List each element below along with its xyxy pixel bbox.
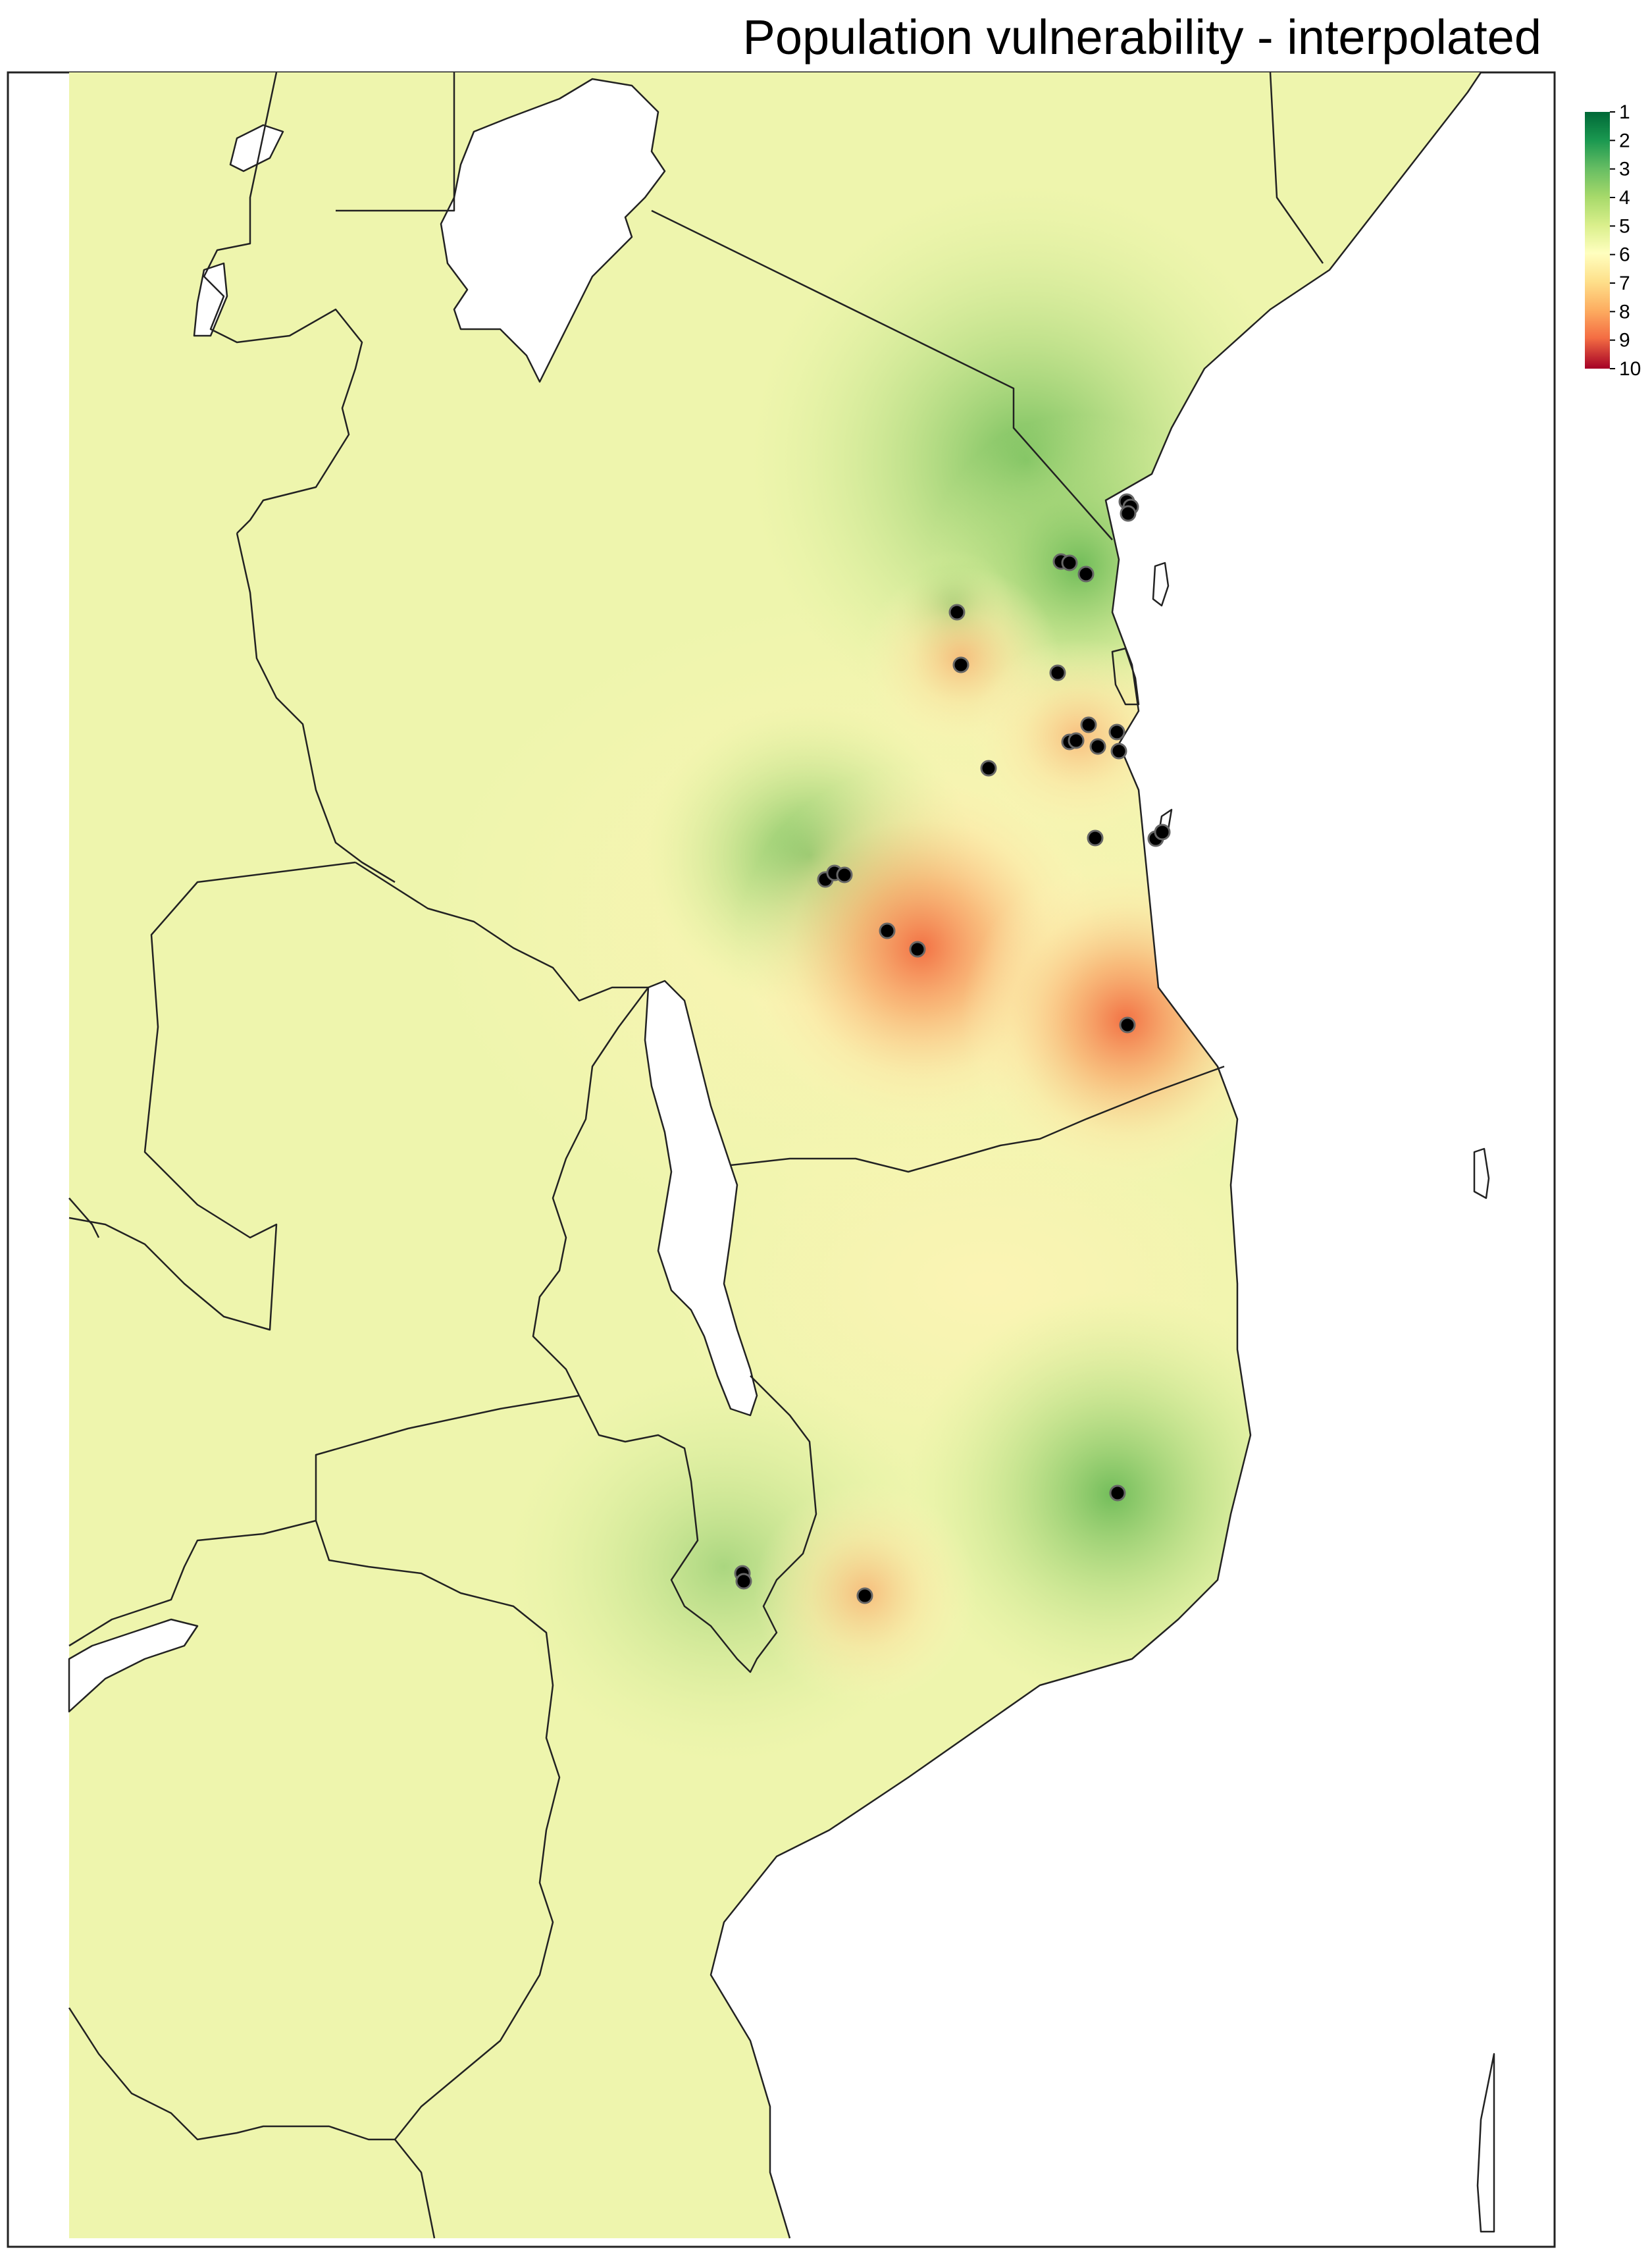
site-point <box>1110 743 1127 760</box>
site-point <box>856 1587 873 1604</box>
border-zambia-malawi <box>532 987 649 1396</box>
lake-victoria <box>440 78 666 383</box>
country-borders <box>68 72 1324 2239</box>
legend-tick-label: 8 <box>1619 301 1630 323</box>
legend-tick-label: 3 <box>1619 159 1630 180</box>
border-drc-north <box>68 1197 100 1238</box>
border-kenya-somalia <box>1269 72 1324 264</box>
site-point <box>735 1573 752 1590</box>
site-point <box>1077 565 1095 583</box>
site-point <box>952 656 969 673</box>
border-zambia-drc <box>68 861 356 1331</box>
legend-ticks: 1 2 3 4 5 6 7 8 9 10 <box>1610 101 1641 380</box>
border-drc-tanzania <box>236 533 396 883</box>
border-zambia-zimbabwe-mozambique <box>315 1394 580 2239</box>
map-title: Population vulnerability - interpolated <box>742 10 1541 65</box>
border-south-west <box>68 2007 395 2141</box>
lake-tanganyika <box>68 1618 199 1713</box>
border-zambia-angola <box>68 1519 317 1647</box>
legend-tick-label: 9 <box>1619 330 1630 352</box>
site-point <box>1119 1016 1136 1034</box>
site-point <box>1089 738 1106 755</box>
border-malawi-mozambique <box>578 1375 817 1673</box>
site-point <box>1049 664 1066 681</box>
site-point <box>1109 1484 1126 1502</box>
legend-colorbar <box>1585 112 1610 369</box>
site-point <box>1087 829 1104 847</box>
site-point <box>879 922 896 939</box>
border-tanzania-mozambique <box>730 1065 1225 1173</box>
legend: 1 2 3 4 5 6 7 8 9 10 <box>1585 101 1641 380</box>
site-point <box>1061 554 1078 571</box>
border-uganda-rwanda-burundi <box>203 72 363 534</box>
island-zanzibar <box>1111 647 1140 706</box>
site-point <box>1108 723 1125 741</box>
border-uganda-kenya <box>336 72 455 212</box>
legend-tick-label: 7 <box>1619 273 1630 294</box>
legend-tick-label: 10 <box>1619 358 1641 380</box>
sample-sites <box>734 493 1171 1604</box>
site-point <box>1120 505 1137 522</box>
site-point <box>980 760 997 777</box>
site-point <box>909 941 926 958</box>
legend-tick-label: 5 <box>1619 215 1630 237</box>
site-point <box>1080 716 1097 733</box>
legend-tick-label: 2 <box>1619 130 1630 151</box>
island-madagascar-tip <box>1476 2053 1495 2233</box>
site-point <box>836 866 853 883</box>
legend-tick-label: 1 <box>1619 101 1630 123</box>
legend-tick-label: 6 <box>1619 244 1630 266</box>
legend-tick-label: 4 <box>1619 187 1630 209</box>
lake-kivu <box>193 262 228 337</box>
lake-malawi <box>644 980 758 1417</box>
site-point <box>1068 732 1085 749</box>
border-tanzania-zambia <box>355 861 648 1002</box>
island-comoros <box>1473 1147 1490 1199</box>
island-pemba <box>1152 562 1170 607</box>
border-kenya-tanzania <box>651 209 1113 540</box>
coastline <box>710 72 1482 2239</box>
site-point <box>948 604 966 621</box>
site-point <box>1154 824 1171 841</box>
lake-albert <box>229 124 284 172</box>
